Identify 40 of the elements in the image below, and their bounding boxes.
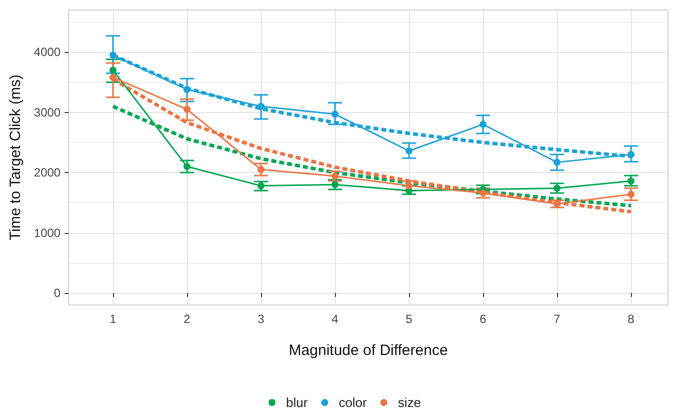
point [258, 102, 264, 110]
y-tick-label: 2000 [34, 166, 61, 180]
point [184, 86, 190, 93]
x-tick-label: 8 [628, 312, 635, 326]
point [332, 172, 338, 180]
point [332, 181, 338, 188]
point [628, 177, 634, 184]
legend-label: size [398, 395, 421, 410]
y-tick-label: 1000 [34, 226, 61, 240]
x-tick-label: 2 [184, 312, 191, 326]
point [258, 182, 264, 190]
x-tick-label: 5 [406, 312, 413, 326]
point [258, 166, 264, 174]
point [628, 190, 634, 198]
x-axis-title: Magnitude of Difference [288, 342, 448, 359]
point [480, 190, 486, 197]
point [184, 106, 190, 113]
y-tick-label: 3000 [34, 105, 61, 120]
x-tick-label: 4 [332, 312, 339, 326]
y-tick-label: 0 [54, 286, 61, 300]
point [110, 66, 116, 74]
point [110, 74, 116, 81]
point [406, 182, 412, 190]
point [554, 200, 560, 208]
point [554, 184, 560, 192]
point [554, 158, 560, 166]
legend-label: blur [286, 395, 308, 410]
point [110, 52, 116, 59]
x-tick-label: 6 [480, 312, 487, 326]
y-tick-label: 4000 [34, 45, 61, 60]
point [332, 110, 338, 118]
point [184, 163, 190, 170]
point [628, 150, 634, 158]
x-tick-label: 1 [110, 312, 117, 326]
legend-label: color [338, 395, 368, 410]
point [480, 120, 486, 128]
x-tick-label: 7 [554, 312, 561, 326]
x-tick-label: 3 [258, 312, 265, 326]
point [406, 147, 412, 154]
y-axis-title: Time to Target Click (ms) [7, 74, 24, 240]
